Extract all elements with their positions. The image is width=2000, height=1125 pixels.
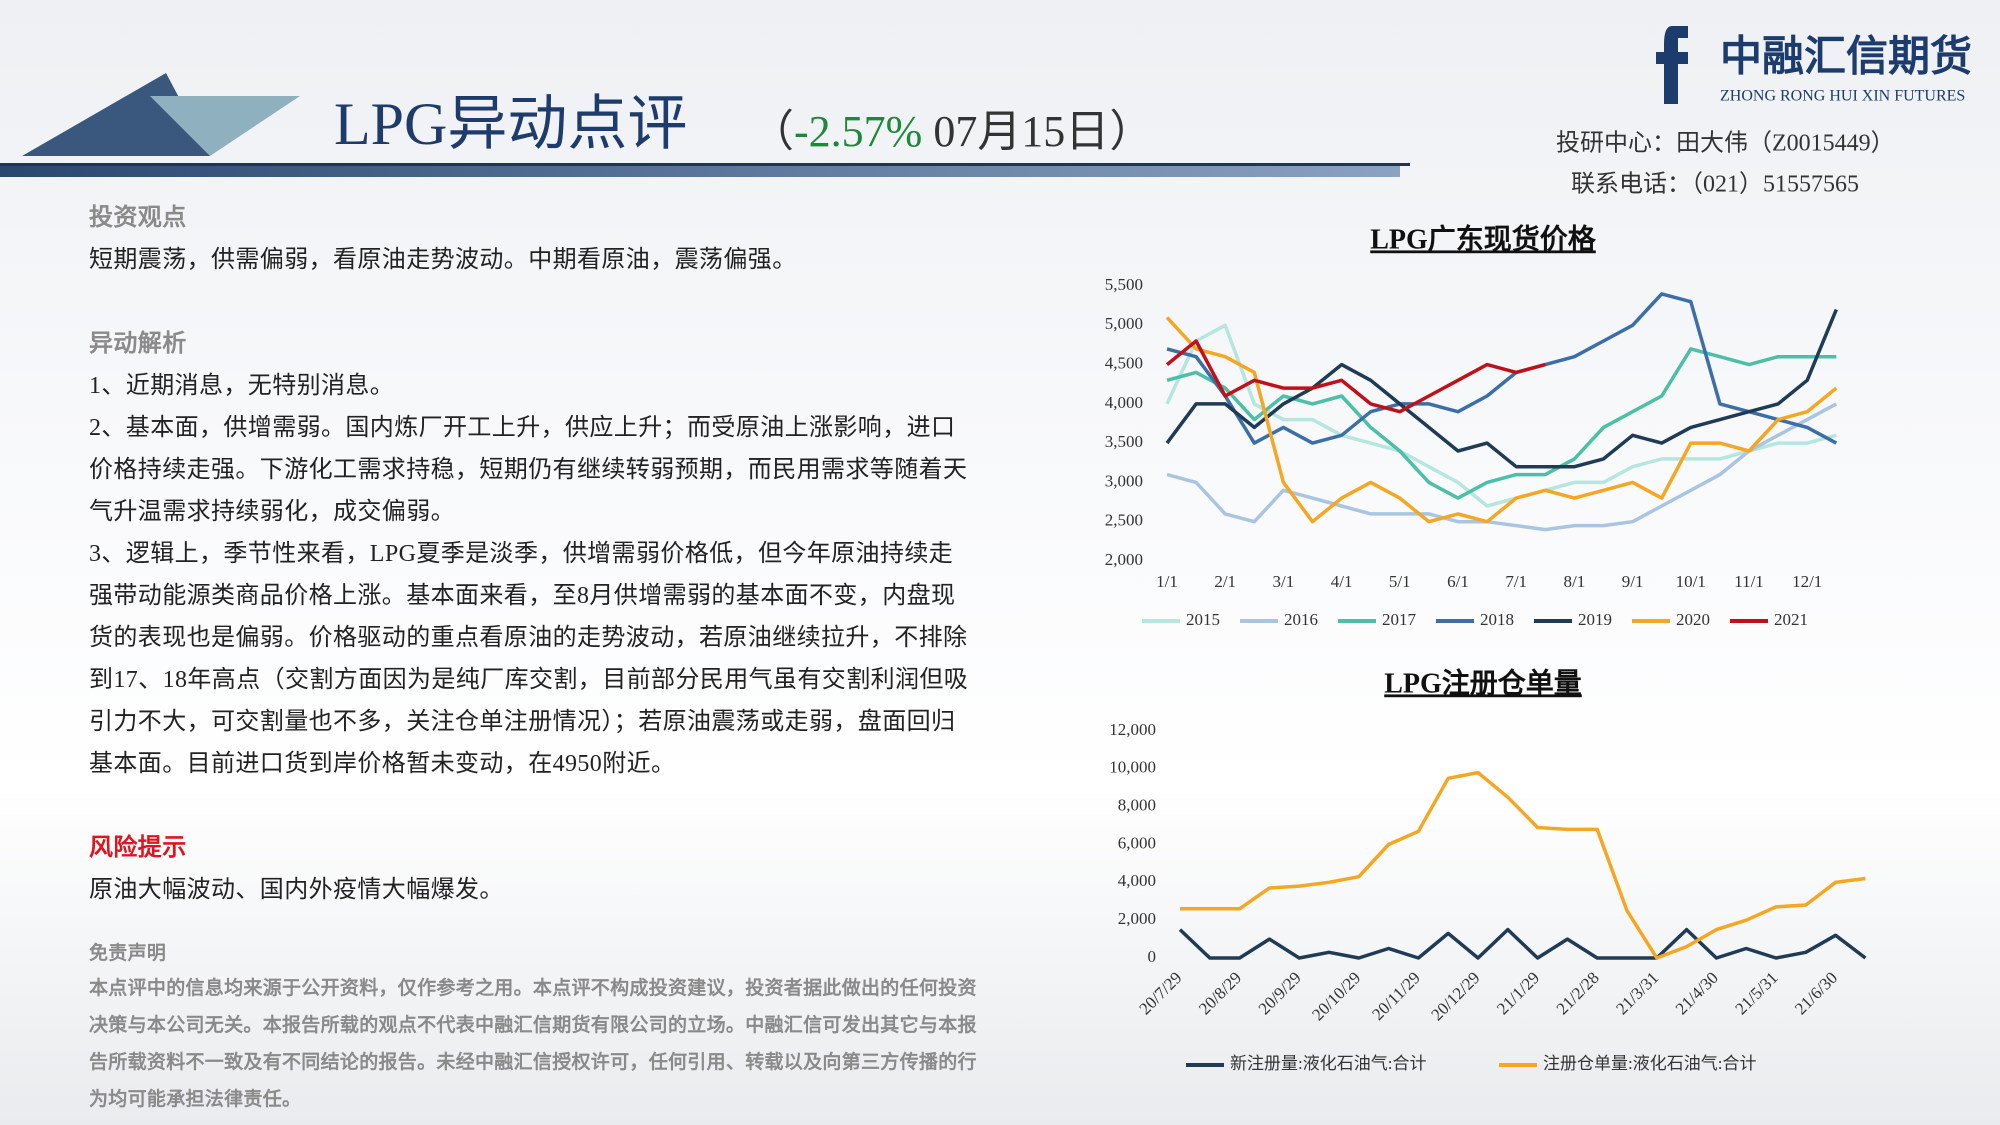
logo-name: 中融汇信期货 — [1720, 34, 1972, 81]
x-tick-label: 10/1 — [1676, 572, 1706, 591]
section-heading: 异动解析 — [89, 331, 187, 357]
series-line — [1165, 308, 1838, 469]
series-line — [1180, 770, 1866, 960]
chart-title: LPG广东现货价格 — [1370, 222, 1597, 255]
change: -2.57% — [794, 107, 922, 156]
paren: ） — [1109, 107, 1153, 156]
legend-label: 2020 — [1676, 610, 1710, 629]
x-tick-label: 21/5/31 — [1731, 968, 1781, 1018]
y-tick-label: 2,500 — [1105, 511, 1143, 530]
disclaimer: 免责声明本点评中的信息均来源于公开资料，仅作参考之用。本点评不构成投资建议，投资… — [89, 938, 989, 1118]
phone: 联系电话：（021）51557565 — [1571, 171, 1859, 198]
series-line — [1178, 927, 1867, 960]
section: 风险提示原油大幅波动、国内外疫情大幅爆发。 — [89, 827, 974, 911]
series-line — [1166, 402, 1838, 532]
series-line — [1166, 292, 1838, 445]
series-line — [1165, 316, 1838, 524]
legend-label: 2015 — [1186, 610, 1220, 629]
section: 异动解析 1、近期消息，无特别消息。 2、基本面，供增需弱。国内炼厂开工上升，供应上… — [89, 323, 974, 785]
y-tick-label: 2,000 — [1105, 550, 1143, 569]
header-bar — [0, 165, 1400, 177]
legend-label: 2018 — [1480, 610, 1514, 629]
legend-label: 新注册量:液化石油气:合计 — [1230, 1054, 1426, 1073]
x-tick-label: 6/1 — [1447, 572, 1469, 591]
series-line — [1165, 339, 1546, 414]
paragraph: 1、近期消息，无特别消息。 — [89, 373, 395, 399]
x-tick-label: 3/1 — [1273, 572, 1295, 591]
y-tick-label: 2,000 — [1118, 909, 1156, 928]
header-triangle — [150, 96, 300, 156]
x-tick-label: 20/7/29 — [1135, 968, 1185, 1018]
section-heading: 投资观点 — [89, 205, 187, 231]
y-tick-label: 3,000 — [1105, 471, 1143, 490]
y-tick-label: 10,000 — [1109, 758, 1156, 777]
y-tick-label: 6,000 — [1118, 833, 1156, 852]
legend-label: 注册仓单量:液化石油气:合计 — [1543, 1054, 1756, 1073]
x-tick-label: 12/1 — [1792, 572, 1822, 591]
logo-mark — [1656, 26, 1688, 104]
x-tick-label: 20/10/29 — [1308, 968, 1364, 1024]
x-tick-label: 5/1 — [1389, 572, 1411, 591]
series-line — [1166, 347, 1837, 500]
x-tick-label: 20/12/29 — [1427, 968, 1483, 1024]
x-tick-label: 20/9/29 — [1255, 968, 1305, 1018]
legend-label: 2019 — [1578, 610, 1612, 629]
legend-label: 2017 — [1382, 610, 1417, 629]
disclaimer-text: 本点评中的信息均来源于公开资料，仅作参考之用。本点评不构成投资建议，投资者据此做… — [89, 978, 977, 1110]
paragraph: 2、基本面，供增需弱。国内炼厂开工上升，供应上升；而受原油上涨影响，进口价格持续… — [89, 415, 968, 525]
x-tick-label: 21/1/29 — [1493, 968, 1543, 1018]
x-tick-label: 2/1 — [1214, 572, 1236, 591]
body-text: 投资观点短期震荡，供需偏弱，看原油走势波动。中期看原油，震荡偏强。 异动解析 1、近… — [89, 197, 974, 953]
x-tick-label: 21/6/30 — [1791, 968, 1841, 1018]
title: LPG异动点评 — [334, 91, 687, 157]
y-tick-label: 4,000 — [1118, 871, 1156, 890]
x-tick-label: 8/1 — [1564, 572, 1586, 591]
x-tick-label: 20/8/29 — [1195, 968, 1245, 1018]
y-tick-label: 5,000 — [1105, 314, 1143, 333]
logo-english: ZHONG RONG HUI XIN FUTURES — [1720, 88, 1965, 105]
y-tick-label: 0 — [1148, 947, 1157, 966]
analyst: 投研中心：田大伟（Z0015449） — [1556, 130, 1895, 157]
paragraph: 短期震荡，供需偏弱，看原油走势波动。中期看原油，震荡偏强。 — [89, 247, 797, 273]
x-tick-label: 1/1 — [1156, 572, 1178, 591]
x-tick-label: 4/1 — [1331, 572, 1353, 591]
legend-label: 2016 — [1284, 610, 1318, 629]
paragraph: 3、逻辑上，季节性来看，LPG夏季是淡季，供增需弱价格低，但今年原油持续走强带动… — [89, 541, 969, 777]
y-tick-label: 8,000 — [1118, 796, 1156, 815]
x-tick-label: 7/1 — [1505, 572, 1527, 591]
x-tick-label: 21/2/28 — [1553, 968, 1603, 1018]
x-tick-label: 9/1 — [1622, 572, 1644, 591]
disclaimer-heading: 免责声明 — [89, 943, 167, 964]
paren: （ — [750, 107, 794, 156]
x-tick-label: 20/11/29 — [1368, 968, 1424, 1024]
series-line — [1165, 323, 1837, 508]
y-tick-label: 4,000 — [1105, 393, 1143, 412]
section-heading: 风险提示 — [89, 835, 187, 861]
y-tick-label: 5,500 — [1105, 275, 1143, 294]
header-line — [0, 163, 1410, 166]
header-triangle — [22, 73, 210, 156]
date: 07月15日 — [922, 107, 1109, 156]
legend-label: 2021 — [1774, 610, 1808, 629]
chart-title: LPG注册仓单量 — [1384, 666, 1582, 699]
x-tick-label: 21/4/30 — [1672, 968, 1722, 1018]
subtitle: （-2.57% 07月15日） — [750, 107, 1153, 156]
y-tick-label: 3,500 — [1105, 432, 1143, 451]
y-tick-label: 4,500 — [1105, 353, 1143, 372]
section: 投资观点短期震荡，供需偏弱，看原油走势波动。中期看原油，震荡偏强。 — [89, 197, 974, 281]
y-tick-label: 12,000 — [1109, 720, 1156, 739]
x-tick-label: 21/3/31 — [1612, 968, 1662, 1018]
paragraph: 原油大幅波动、国内外疫情大幅爆发。 — [89, 877, 504, 903]
x-tick-label: 11/1 — [1734, 572, 1764, 591]
